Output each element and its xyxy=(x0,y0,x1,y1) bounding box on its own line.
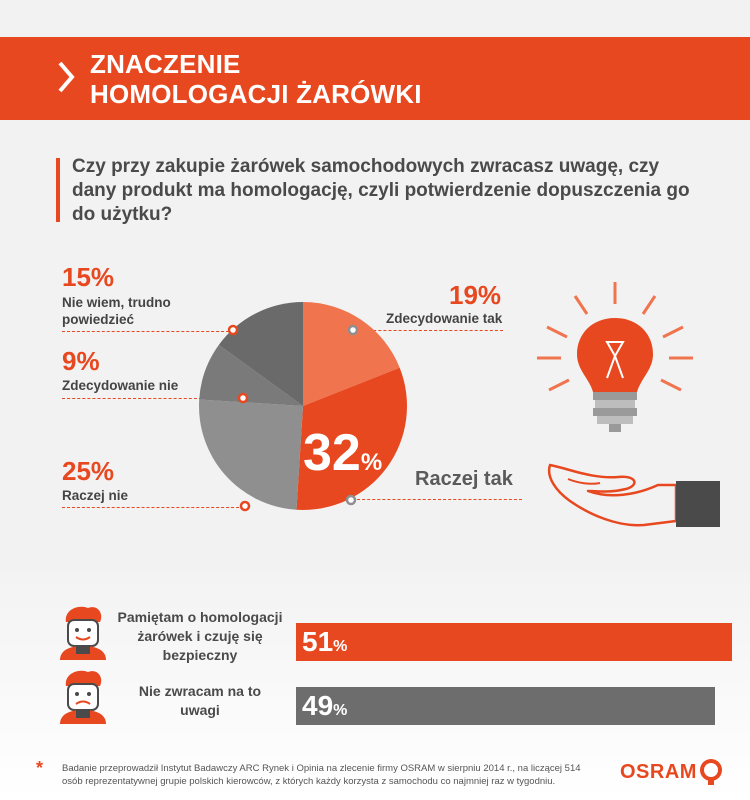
label-raczej-nie: Raczej nie xyxy=(62,488,129,503)
pie-slice-zdecydowanie-tak xyxy=(303,302,400,406)
leader-line-nie-wiem xyxy=(62,331,234,332)
pct-raczej-tak: 32% xyxy=(303,424,383,482)
marker-dot-zdecydowanie-tak xyxy=(347,324,359,336)
pie-chart xyxy=(198,302,407,512)
pie-slice-raczej-tak xyxy=(296,367,407,510)
label-nie-wiem-1: Nie wiem, trudno xyxy=(62,295,171,310)
pie-slice-nie-wiem xyxy=(218,302,303,406)
osram-logo-text: OSRAM xyxy=(620,761,697,783)
footnote-marker: * xyxy=(36,758,44,778)
survey-question: Czy przy zakupie żarówek samochodowych z… xyxy=(72,156,690,225)
marker-dot-nie-wiem xyxy=(227,324,239,336)
bar-label-nie-zwracam: Nie zwracam na to uwagi xyxy=(138,683,262,718)
open-hand-icon xyxy=(547,463,720,527)
pct-nie-wiem: 15% xyxy=(62,262,115,292)
pie-slice-raczej-nie xyxy=(198,399,303,510)
bar-nie-zwracam: 49% xyxy=(296,687,715,725)
pct-raczej-nie: 25% xyxy=(62,456,115,486)
footnote: Badanie przeprowadził Instytut Badawczy … xyxy=(62,763,581,787)
bar-label-pamietam: Pamiętam o homologacji żarówek i czuję s… xyxy=(117,609,283,663)
bar-value-nie-zwracam: 49% xyxy=(302,690,348,721)
marker-dot-zdecydowanie-nie xyxy=(237,392,249,404)
leader-line-zdecydowanie-tak xyxy=(353,330,503,331)
pct-zdecydowanie-nie: 9% xyxy=(62,346,100,376)
marker-dot-raczej-tak xyxy=(345,494,357,506)
page-title-line1: ZNACZENIE xyxy=(90,49,241,79)
label-zdecydowanie-tak: Zdecydowanie tak xyxy=(386,311,503,326)
question-accent-bar xyxy=(56,158,60,222)
pie-slice-zdecydowanie-nie xyxy=(199,344,303,406)
chevron-right-icon xyxy=(58,61,75,93)
pct-zdecydowanie-tak: 19% xyxy=(449,280,502,310)
leader-line-raczej-nie xyxy=(62,507,244,508)
worried-driver-icon xyxy=(60,670,106,724)
light-bulb-icon xyxy=(537,282,693,432)
bar-pamietam: 51% xyxy=(296,623,732,661)
header-banner: ZNACZENIE HOMOLOGACJI ŻARÓWKI xyxy=(0,37,750,120)
leader-line-raczej-tak xyxy=(352,499,522,500)
leader-line-zdecydowanie-nie xyxy=(62,398,202,399)
label-raczej-tak: Raczej tak xyxy=(415,468,513,490)
page-title-line2: HOMOLOGACJI ŻARÓWKI xyxy=(90,79,422,109)
osram-logo-icon xyxy=(700,759,722,785)
marker-dot-raczej-nie xyxy=(239,500,251,512)
label-zdecydowanie-nie: Zdecydowanie nie xyxy=(62,378,179,393)
happy-driver-icon xyxy=(60,606,106,660)
bar-value-pamietam: 51% xyxy=(302,626,348,657)
label-nie-wiem-2: powiedzieć xyxy=(62,312,135,327)
